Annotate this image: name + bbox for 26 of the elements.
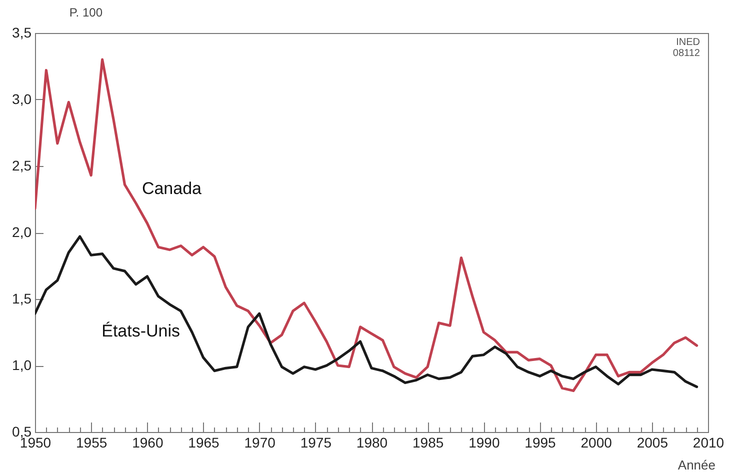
y-tick-label: 1,5 <box>12 290 32 306</box>
x-tick-label: 1985 <box>412 434 444 450</box>
y-tick-label: 3,0 <box>12 91 32 107</box>
x-tick-label: 1960 <box>132 434 164 450</box>
line-series <box>35 58 698 392</box>
line-series <box>35 235 698 388</box>
x-tick-label: 1955 <box>76 434 108 450</box>
y-tick-label: 3,5 <box>12 24 32 40</box>
x-tick-label: 1965 <box>188 434 220 450</box>
annotation: 08112 <box>672 48 700 59</box>
y-tick-label: 2,0 <box>12 224 32 240</box>
y-tick-label: 1,0 <box>12 357 32 373</box>
x-tick-label: 1970 <box>244 434 276 450</box>
x-tick-label: 1975 <box>300 434 332 450</box>
series-label: Canada <box>142 179 202 198</box>
x-tick-label: 2005 <box>636 434 668 450</box>
x-tick-label: 1980 <box>356 434 388 450</box>
x-tick-label: 2010 <box>692 434 724 450</box>
x-tick-label: 2000 <box>580 434 612 450</box>
x-tick-label: 1990 <box>468 434 500 450</box>
y-axis-title: P. 100 <box>69 6 103 20</box>
x-axis-title: Année <box>678 458 716 472</box>
y-tick-label: 2,5 <box>12 158 32 174</box>
annotation: INED <box>676 37 700 48</box>
series-label: États-Unis <box>102 321 180 340</box>
x-tick-label: 1995 <box>524 434 556 450</box>
